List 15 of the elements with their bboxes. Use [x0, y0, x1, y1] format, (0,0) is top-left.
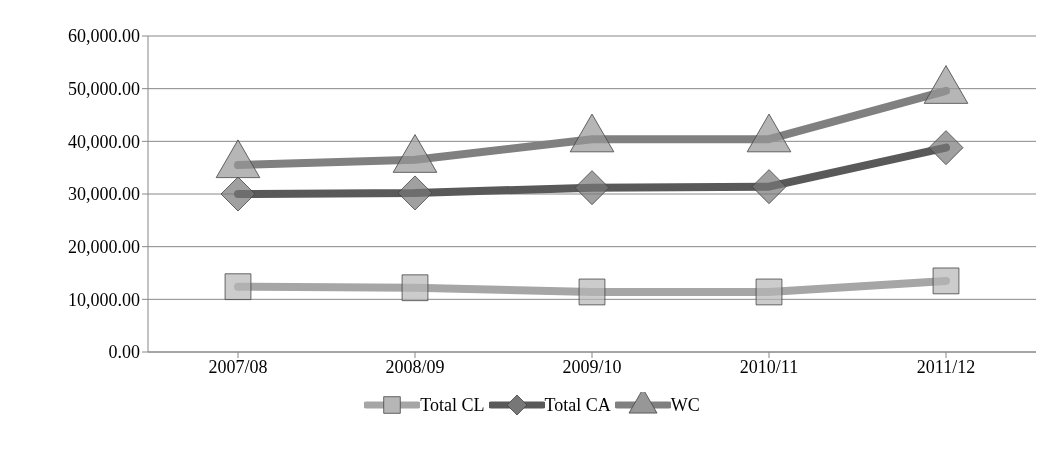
- x-tick-label: 2008/09: [385, 356, 445, 377]
- x-tick-label: 2010/11: [739, 356, 799, 377]
- y-tick-label: 50,000.00: [68, 79, 140, 100]
- x-tick-label: 2011/12: [916, 356, 976, 377]
- y-tick-label: 40,000.00: [68, 131, 140, 152]
- y-tick-label: 0.00: [108, 342, 140, 363]
- legend-label: Total CA: [544, 394, 611, 416]
- legend-label: WC: [670, 394, 700, 416]
- y-tick-label: 20,000.00: [68, 237, 140, 258]
- y-tick-label: 10,000.00: [68, 289, 140, 310]
- x-tick-label: 2009/10: [562, 356, 622, 377]
- x-tick-label: 2007/08: [208, 356, 268, 377]
- legend-label: Total CL: [420, 394, 485, 416]
- y-tick-label: 30,000.00: [68, 184, 140, 205]
- y-tick-label: 60,000.00: [68, 26, 140, 47]
